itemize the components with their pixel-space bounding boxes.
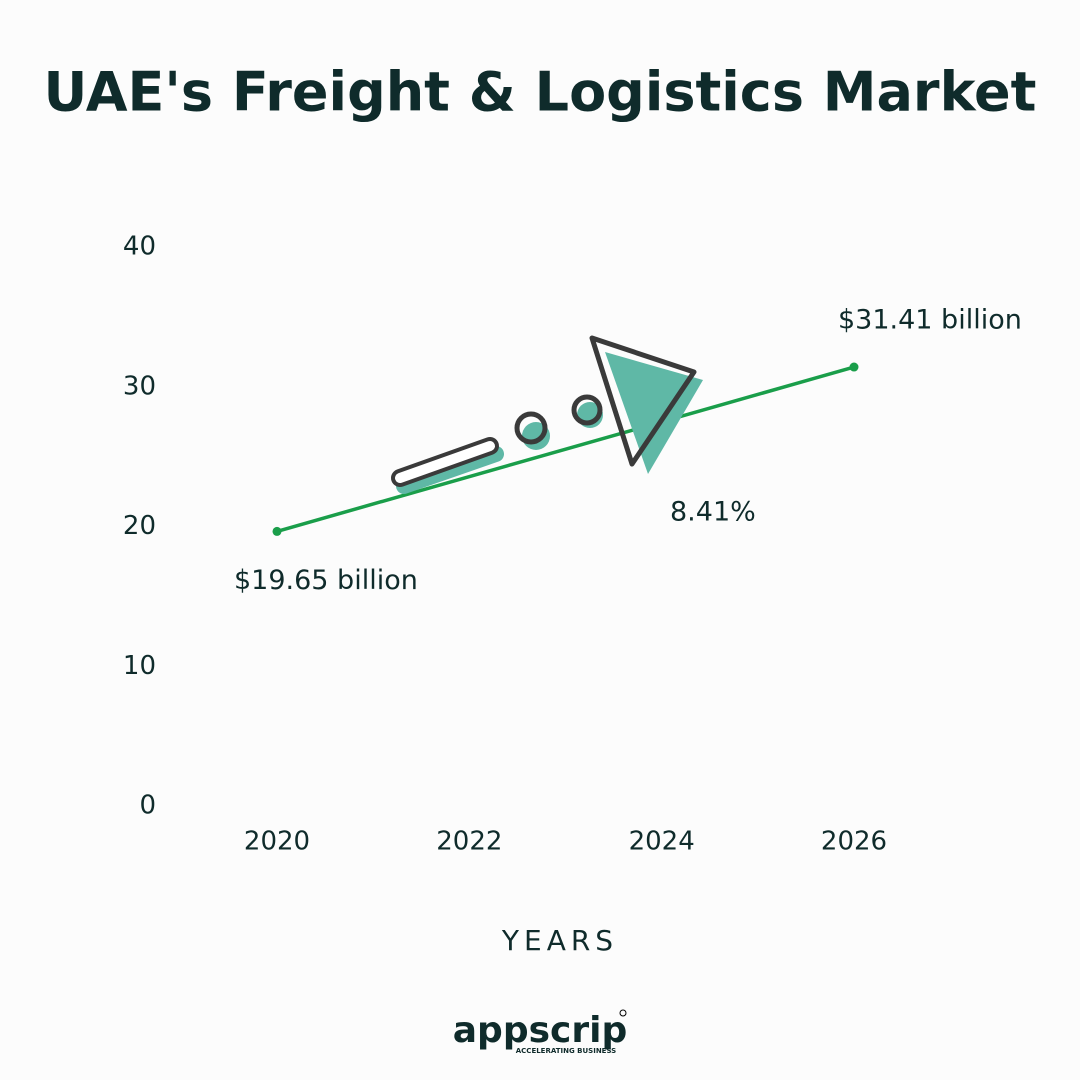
data-point — [849, 362, 859, 372]
x-axis-label: YEARS — [501, 924, 618, 957]
y-tick-label: 30 — [123, 371, 156, 401]
x-tick-label: 2026 — [821, 827, 887, 857]
x-tick-label: 2020 — [244, 827, 310, 857]
brand-tagline: ACCELERATING BUSINESS — [516, 1047, 616, 1055]
x-tick-label: 2022 — [436, 827, 502, 857]
y-tick-label: 20 — [123, 511, 156, 541]
data-line — [276, 365, 855, 534]
value-label: $19.65 billion — [234, 565, 418, 596]
plot-area: 0 10 20 30 40 2020 2022 2024 2026 $19.65 billion $… — [123, 232, 1022, 857]
y-tick-label: 0 — [139, 791, 156, 821]
brand-mark — [619, 1009, 627, 1017]
chart-title: UAE's Freight & Logistics Market — [44, 61, 1037, 124]
value-label: $31.41 billion — [838, 305, 1022, 336]
annotation: 8.41% — [670, 497, 756, 528]
y-tick-label: 40 — [123, 232, 156, 262]
x-tick-label: 2024 — [629, 827, 695, 857]
data-point — [272, 526, 282, 536]
growth-arrow — [391, 335, 703, 494]
brand-name: appscrip — [453, 1010, 627, 1051]
y-tick-label: 10 — [123, 651, 156, 681]
